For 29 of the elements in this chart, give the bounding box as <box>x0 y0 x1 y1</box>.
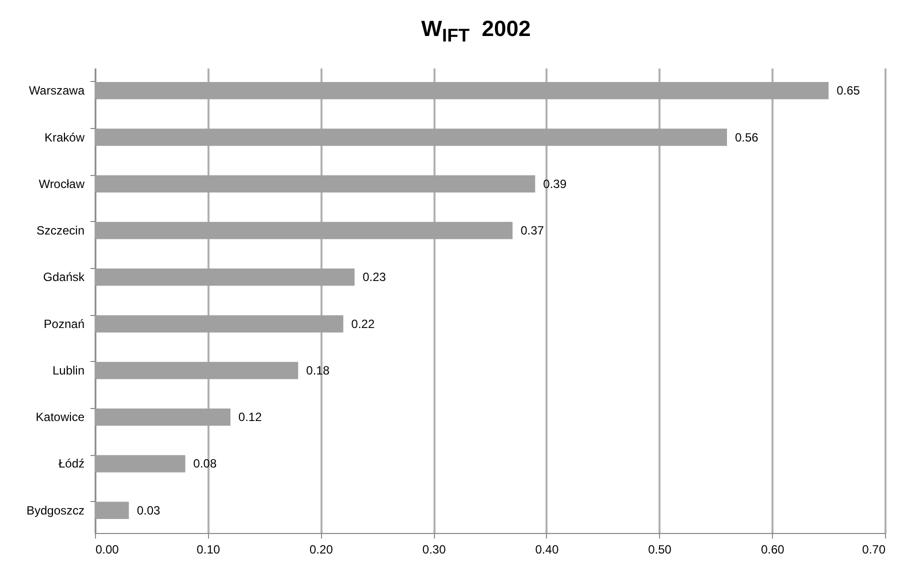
y-tick-label: Poznań <box>44 316 84 331</box>
x-tick-label: 0.70 <box>862 542 886 556</box>
chart-title: W$_{IFT}$ 2002 <box>420 15 532 48</box>
x-tick-label: 0.60 <box>760 542 785 556</box>
x-tick-label: 0.40 <box>535 542 559 556</box>
y-tick-label: Katowice <box>36 410 85 424</box>
data-label: 0.65 <box>836 84 860 98</box>
data-label: 0.08 <box>193 456 217 471</box>
y-tick-label: Kraków <box>44 130 85 144</box>
x-tick-label: 0.20 <box>310 542 334 556</box>
data-label: 0.56 <box>735 130 759 144</box>
data-label: 0.23 <box>362 270 386 284</box>
data-label: 0.03 <box>136 503 161 518</box>
x-tick-label: 0.50 <box>648 542 672 556</box>
y-tick-label: Szczecin <box>36 224 84 238</box>
data-label: 0.22 <box>351 316 375 331</box>
data-label: 0.18 <box>306 363 330 378</box>
y-tick-label: Lublin <box>52 363 84 378</box>
y-tick-label: Łódź <box>58 456 84 471</box>
x-tick-label: 0.00 <box>96 542 120 556</box>
y-tick-label: Bydgoszcz <box>26 503 84 518</box>
y-tick-label: Wrocław <box>38 176 85 191</box>
data-label: 0.12 <box>238 410 262 424</box>
y-tick-label: Warszawa <box>28 84 85 98</box>
x-tick-label: 0.10 <box>196 542 220 556</box>
data-label: 0.37 <box>520 224 544 238</box>
y-tick-label: Gdańsk <box>43 270 86 284</box>
data-label: 0.39 <box>543 176 567 191</box>
x-tick-label: 0.30 <box>422 542 446 556</box>
